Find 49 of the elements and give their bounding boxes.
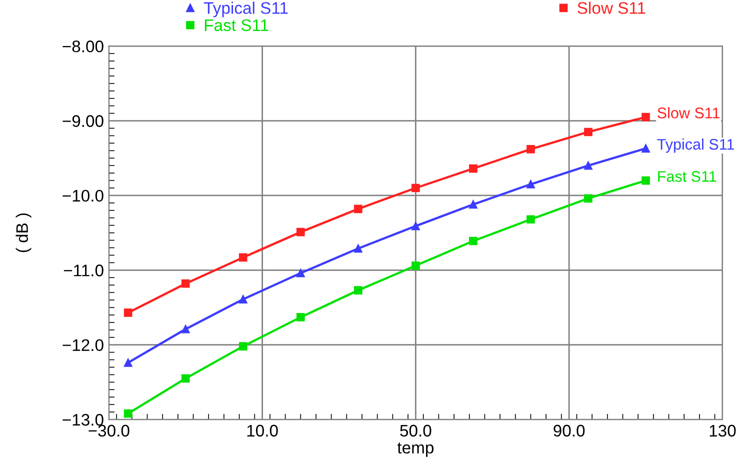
point [124,358,132,367]
y-tick-label: −9.00 [62,115,104,127]
point [526,215,535,224]
x-tick-label: 10.0 [247,424,278,437]
x-tick-label: 130 [710,424,736,437]
point [181,374,190,383]
legend-label: Slow S11 [578,2,646,14]
text: Slow S11 [658,107,720,118]
point [469,236,478,246]
y-tick-label: −11.0 [64,264,104,276]
point [642,144,650,153]
point [412,222,420,230]
text: Fast S11 [658,171,716,182]
y-tick-label: −10.0 [62,190,104,202]
point [181,324,190,334]
point [412,262,420,270]
y-tick-label: −12.0 [62,339,104,352]
point [469,200,478,209]
x-axis-title: temp [397,442,434,457]
legend-label: Fast S11 [204,19,268,32]
point [124,308,132,317]
point [412,184,420,192]
point [296,268,305,278]
point [238,253,248,262]
point [124,409,132,418]
legend-label: Typical S11 [204,2,288,18]
point [354,204,362,214]
point [526,180,535,188]
point [584,194,592,203]
y-tick-label: −13.0 [62,414,104,426]
y-axis-title: ( dB ) [16,213,32,252]
y-tick-label: −8.00 [62,40,104,52]
point [238,295,248,304]
point [526,144,535,154]
point [584,128,592,136]
point [296,313,305,322]
point [584,161,592,170]
point [469,164,478,173]
x-tick-label: 50.0 [400,424,432,437]
point [354,286,362,294]
point [642,176,650,185]
x-tick-label: 90.0 [554,424,585,437]
point [642,112,650,122]
point [296,228,305,236]
point [354,244,362,253]
point [181,279,190,288]
point [238,342,248,350]
x-tick-label: −30.0 [88,424,130,437]
text: Typical S11 [657,138,734,153]
